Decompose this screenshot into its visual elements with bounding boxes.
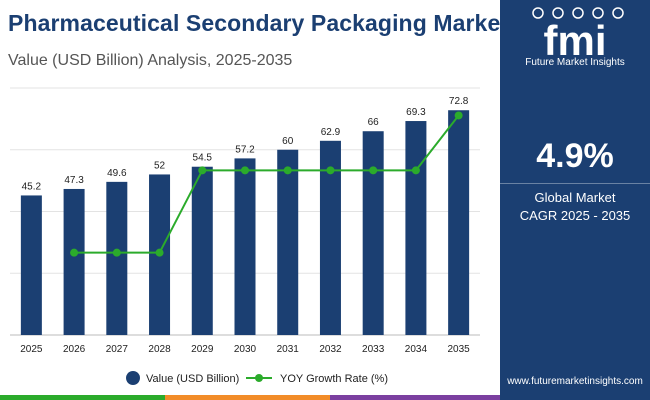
website-link[interactable]: www.futuremarketinsights.com <box>507 376 643 387</box>
x-tick-2025: 2025 <box>20 344 43 355</box>
bar-series <box>20 110 470 335</box>
x-tick-2026: 2026 <box>63 344 86 355</box>
bar-2035 <box>448 110 470 335</box>
bar-label-2031: 60 <box>282 136 294 147</box>
bar-label-2025: 45.2 <box>22 181 42 192</box>
growth-point-2035 <box>454 111 463 120</box>
bar-label-2035: 72.8 <box>449 96 469 107</box>
legend-line-label: YOY Growth Rate (%) <box>280 373 388 385</box>
x-tick-2029: 2029 <box>191 344 214 355</box>
chart-legend: Value (USD Billion) YOY Growth Rate (%) <box>126 371 388 385</box>
fmi-logo-icon: fmi <box>532 7 624 57</box>
growth-point-2029 <box>198 166 207 175</box>
bar-label-2026: 47.3 <box>64 175 84 186</box>
stripe-blue <box>500 395 650 400</box>
bar-2029 <box>191 166 213 335</box>
x-tick-2034: 2034 <box>405 344 428 355</box>
chart-subtitle: Value (USD Billion) Analysis, 2025-2035 <box>8 52 293 69</box>
bar-2034 <box>405 121 427 335</box>
bar-2032 <box>319 140 341 335</box>
x-tick-2032: 2032 <box>319 344 342 355</box>
logo-wordmark: fmi <box>544 17 607 57</box>
legend-bar-swatch <box>126 371 140 385</box>
x-tick-2028: 2028 <box>148 344 171 355</box>
growth-line <box>74 114 460 254</box>
brand-name: Future Market Insights <box>525 57 625 68</box>
cagr-value: 4.9% <box>536 137 614 175</box>
cagr-panel: fmi Future Market Insights 4.9% Global M… <box>500 0 650 400</box>
x-tick-2031: 2031 <box>277 344 300 355</box>
stripe-orange <box>165 395 330 400</box>
growth-point-2026 <box>70 248 79 257</box>
growth-point-2031 <box>283 166 292 175</box>
bar-2025 <box>20 195 42 335</box>
x-tick-2027: 2027 <box>106 344 129 355</box>
legend-bar-label: Value (USD Billion) <box>146 373 239 385</box>
growth-point-2030 <box>241 166 249 175</box>
chart-title: Pharmaceutical Secondary Packaging Marke… <box>8 10 509 36</box>
x-tick-2033: 2033 <box>362 344 385 355</box>
bar-2031 <box>277 149 299 335</box>
bar-label-2029: 54.5 <box>193 153 213 164</box>
bar-label-2027: 49.6 <box>107 168 127 179</box>
legend-line-marker <box>255 374 263 382</box>
bar-label-2034: 69.3 <box>406 107 426 118</box>
x-tick-2035: 2035 <box>448 344 471 355</box>
bar-2027 <box>106 181 128 335</box>
bar-label-2028: 52 <box>154 160 166 171</box>
bar-label-2032: 62.9 <box>321 127 341 138</box>
x-tick-2030: 2030 <box>234 344 257 355</box>
growth-point-2033 <box>369 166 378 175</box>
growth-point-2028 <box>155 248 164 257</box>
bar-2026 <box>63 188 85 335</box>
growth-point-2034 <box>411 166 420 175</box>
bar-label-2033: 66 <box>368 117 380 128</box>
bar-value-labels: 45.2 47.3 49.6 52 54.5 57.2 60 62.9 66 69.3 72.8 <box>22 96 469 192</box>
x-axis-tick-labels: 2025 2026 2027 2028 2029 2030 2031 2032 2033 2034… <box>20 344 470 355</box>
growth-point-2032 <box>326 166 335 175</box>
growth-line-series <box>70 111 463 257</box>
bar-label-2030: 57.2 <box>235 144 255 155</box>
cagr-label-line1: Global Market <box>534 190 616 205</box>
bar-line-chart: 45.2 47.3 49.6 52 54.5 57.2 60 62.9 66 69.3 72.8 2… <box>10 87 480 385</box>
stripe-purple <box>330 395 500 400</box>
panel-divider <box>500 183 650 184</box>
cagr-label-line2: CAGR 2025 - 2035 <box>519 208 631 223</box>
growth-point-2027 <box>112 248 121 257</box>
bar-2033 <box>362 131 384 335</box>
stripe-green <box>0 395 165 400</box>
bar-2030 <box>234 158 256 335</box>
